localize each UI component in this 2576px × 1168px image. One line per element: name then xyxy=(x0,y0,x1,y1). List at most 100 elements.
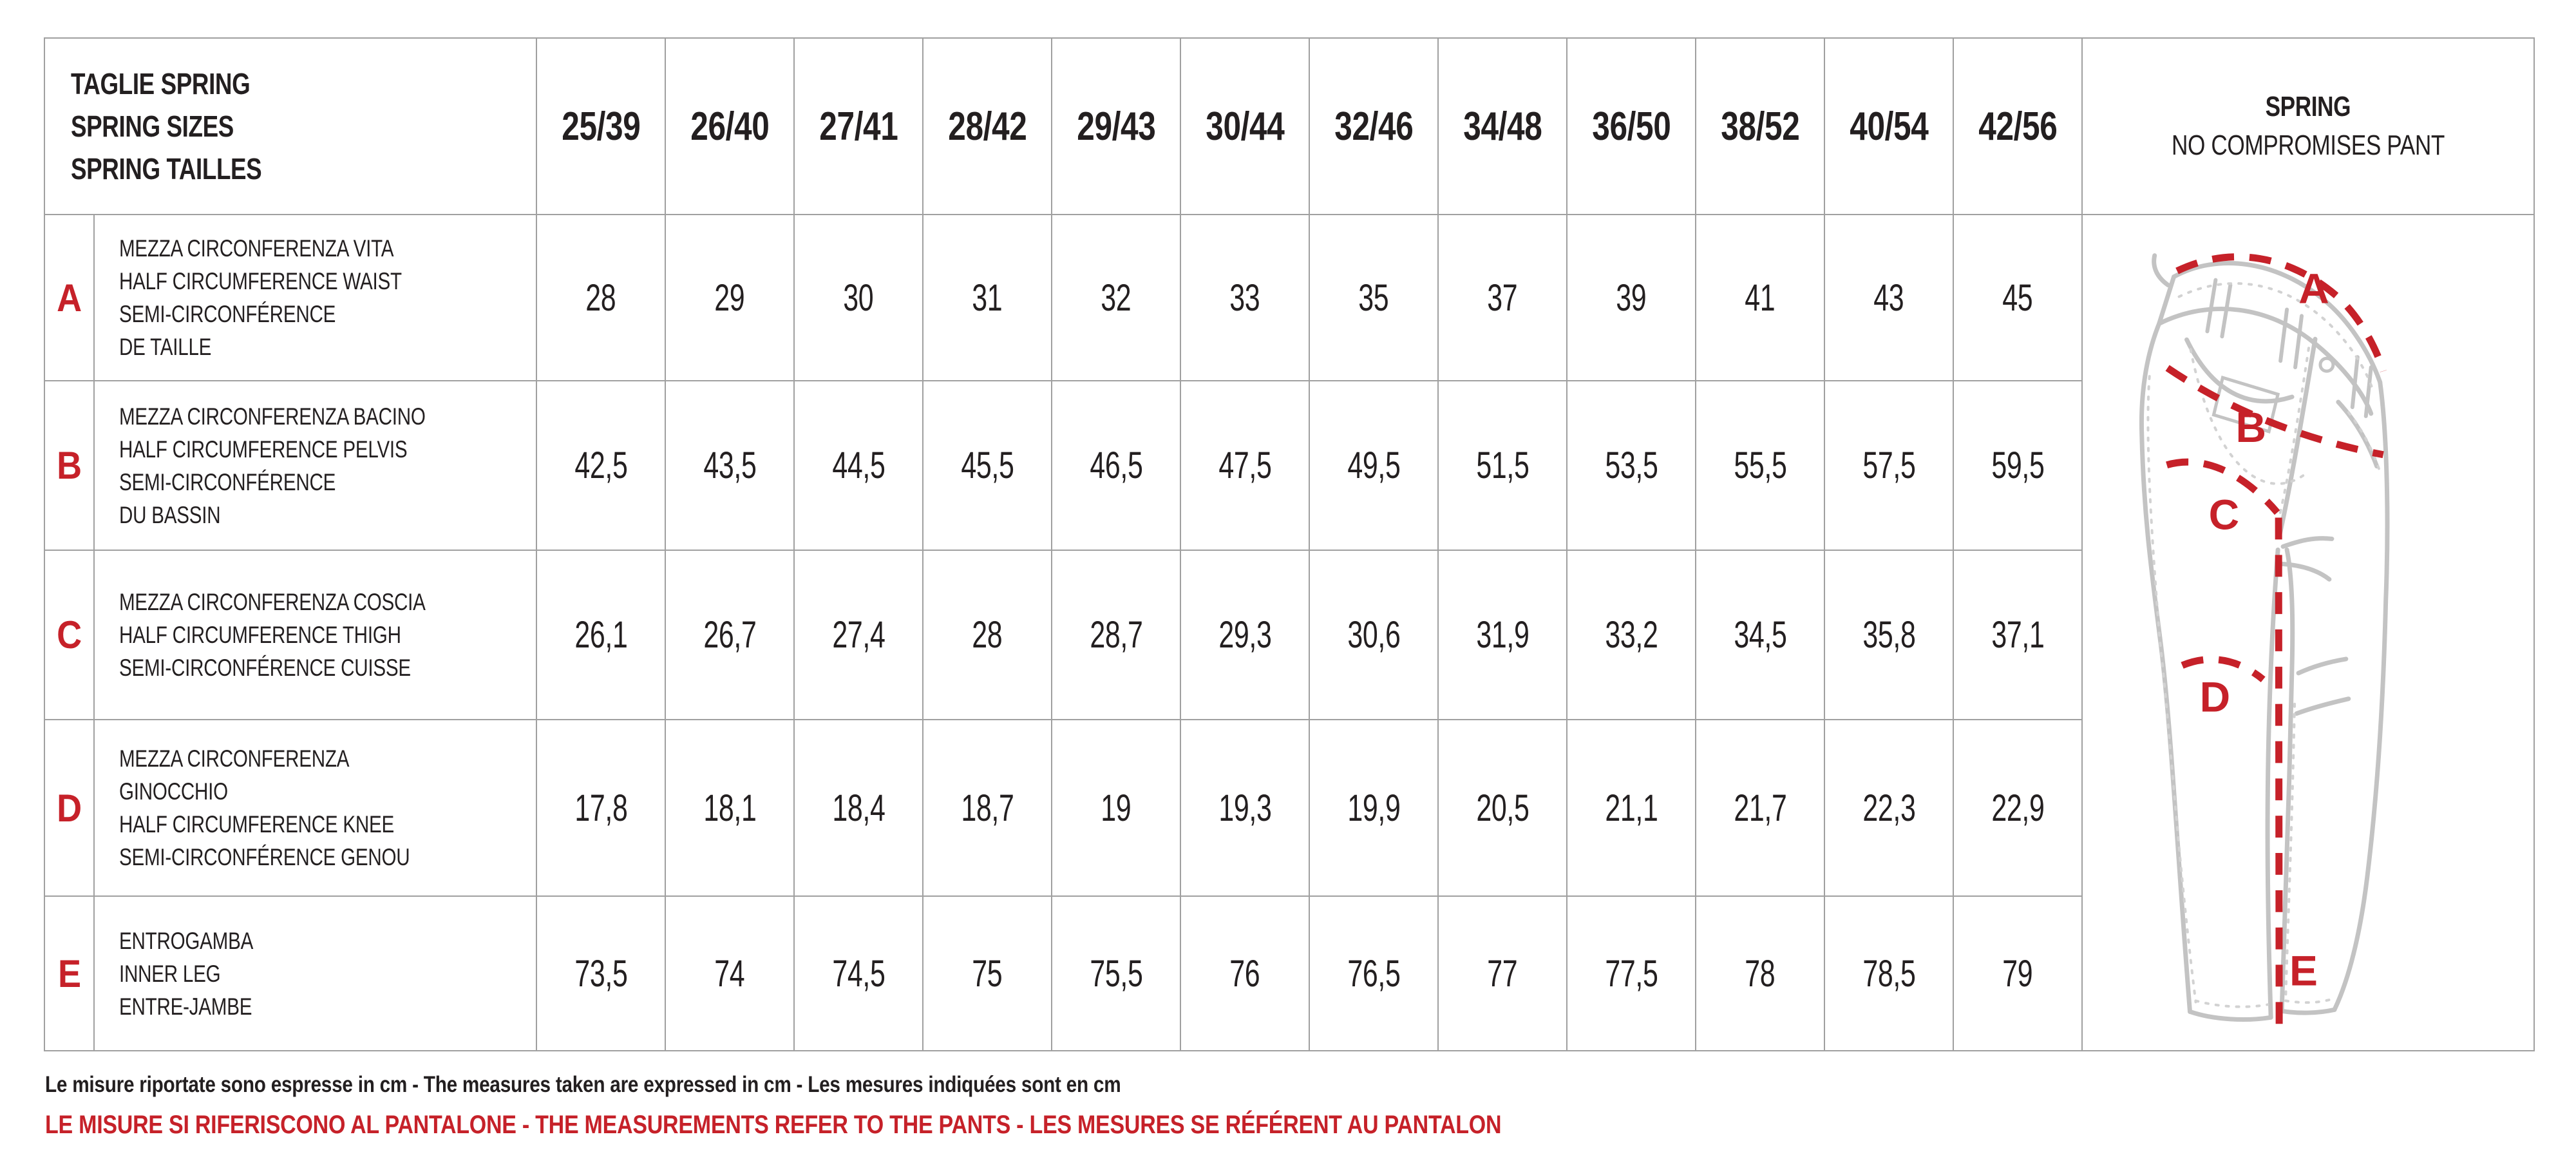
value-cell: 20,5 xyxy=(1439,720,1567,897)
belt-loops xyxy=(2205,278,2373,418)
measure-line-c xyxy=(2166,458,2280,515)
value-cell: 43 xyxy=(1825,215,1954,381)
value-cell: 41 xyxy=(1696,215,1825,381)
product-title-cell: SPRING NO COMPROMISES PANT xyxy=(2083,39,2535,215)
value-cell: 31,9 xyxy=(1439,551,1567,720)
value-cell: 77 xyxy=(1439,897,1567,1051)
value-cell: 75 xyxy=(923,897,1052,1051)
table-title-cell: TAGLIE SPRING SPRING SIZES SPRING TAILLE… xyxy=(45,39,537,215)
value-cell: 21,1 xyxy=(1567,720,1696,897)
value-cell: 78,5 xyxy=(1825,897,1954,1051)
value-cell: 47,5 xyxy=(1181,381,1310,551)
value-cell: 44,5 xyxy=(795,381,923,551)
value-cell: 29,3 xyxy=(1181,551,1310,720)
row-c-label: MEZZA CIRCONFERENZA COSCIA HALF CIRCUMFE… xyxy=(95,551,537,720)
diagram-label-a: A xyxy=(2298,264,2329,312)
button-detail xyxy=(2318,356,2335,373)
pants-diagram-cell: A B C D E xyxy=(2083,215,2535,1051)
value-cell: 49,5 xyxy=(1310,381,1439,551)
table-title-line: SPRING SIZES xyxy=(71,110,234,143)
row-c-letter: C xyxy=(45,551,95,720)
value-cell: 35 xyxy=(1310,215,1439,381)
value-cell: 21,7 xyxy=(1696,720,1825,897)
table-title-line: TAGLIE SPRING xyxy=(71,67,251,101)
row-d-letter: D xyxy=(45,720,95,897)
value-cell: 22,9 xyxy=(1954,720,2083,897)
value-cell: 22,3 xyxy=(1825,720,1954,897)
value-cell: 46,5 xyxy=(1052,381,1181,551)
value-cell: 76,5 xyxy=(1310,897,1439,1051)
measure-line-a xyxy=(2175,253,2387,372)
value-cell: 78 xyxy=(1696,897,1825,1051)
pants-diagram: A B C D E xyxy=(2139,253,2390,1031)
row-e-label: ENTROGAMBA INNER LEG ENTRE-JAMBE xyxy=(95,897,537,1051)
value-cell: 75,5 xyxy=(1052,897,1181,1051)
value-cell: 27,4 xyxy=(795,551,923,720)
value-cell: 28 xyxy=(537,215,666,381)
size-column-header: 34/48 xyxy=(1439,39,1567,215)
value-cell: 57,5 xyxy=(1825,381,1954,551)
value-cell: 73,5 xyxy=(537,897,666,1051)
row-a-letter: A xyxy=(45,215,95,381)
row-d-label: MEZZA CIRCONFERENZA GINOCCHIO HALF CIRCU… xyxy=(95,720,537,897)
value-cell: 79 xyxy=(1954,897,2083,1051)
value-cell: 17,8 xyxy=(537,720,666,897)
value-cell: 37 xyxy=(1439,215,1567,381)
value-cell: 18,7 xyxy=(923,720,1052,897)
row-b-label: MEZZA CIRCONFERENZA BACINO HALF CIRCUMFE… xyxy=(95,381,537,551)
value-cell: 43,5 xyxy=(666,381,795,551)
value-cell: 32 xyxy=(1052,215,1181,381)
value-cell: 76 xyxy=(1181,897,1310,1051)
size-column-header: 32/46 xyxy=(1310,39,1439,215)
value-cell: 37,1 xyxy=(1954,551,2083,720)
footnote-units: Le misure riportate sono espresse in cm … xyxy=(45,1072,1121,1097)
size-column-header: 36/50 xyxy=(1567,39,1696,215)
value-cell: 18,4 xyxy=(795,720,923,897)
diagram-label-b: B xyxy=(2235,403,2266,451)
value-cell: 31 xyxy=(923,215,1052,381)
value-cell: 26,7 xyxy=(666,551,795,720)
value-cell: 34,5 xyxy=(1696,551,1825,720)
size-column-header: 26/40 xyxy=(666,39,795,215)
measure-line-b xyxy=(2165,365,2384,459)
footnote-reference: LE MISURE SI RIFERISCONO AL PANTALONE - … xyxy=(45,1111,1502,1139)
value-cell: 33 xyxy=(1181,215,1310,381)
pants-outline xyxy=(2139,253,2390,1022)
value-cell: 30,6 xyxy=(1310,551,1439,720)
value-cell: 59,5 xyxy=(1954,381,2083,551)
value-cell: 19,9 xyxy=(1310,720,1439,897)
size-column-header: 27/41 xyxy=(795,39,923,215)
value-cell: 28 xyxy=(923,551,1052,720)
value-cell: 28,7 xyxy=(1052,551,1181,720)
size-column-header: 38/52 xyxy=(1696,39,1825,215)
diagram-label-d: D xyxy=(2200,673,2231,721)
value-cell: 45,5 xyxy=(923,381,1052,551)
measure-line-d xyxy=(2181,655,2266,683)
value-cell: 26,1 xyxy=(537,551,666,720)
value-cell: 33,2 xyxy=(1567,551,1696,720)
value-cell: 18,1 xyxy=(666,720,795,897)
product-subtitle: NO COMPROMISES PANT xyxy=(2172,129,2445,161)
diagram-label-c: C xyxy=(2209,490,2240,538)
value-cell: 39 xyxy=(1567,215,1696,381)
size-chart-table: TAGLIE SPRING SPRING SIZES SPRING TAILLE… xyxy=(44,37,2535,1051)
value-cell: 51,5 xyxy=(1439,381,1567,551)
value-cell: 53,5 xyxy=(1567,381,1696,551)
value-cell: 29 xyxy=(666,215,795,381)
row-b-letter: B xyxy=(45,381,95,551)
measure-line-e xyxy=(2275,517,2283,1031)
diagram-label-e: E xyxy=(2289,946,2318,994)
size-column-header: 25/39 xyxy=(537,39,666,215)
value-cell: 55,5 xyxy=(1696,381,1825,551)
row-e-letter: E xyxy=(45,897,95,1051)
size-column-header: 42/56 xyxy=(1954,39,2083,215)
row-a-label: MEZZA CIRCONFERENZA VITA HALF CIRCUMFERE… xyxy=(95,215,537,381)
value-cell: 77,5 xyxy=(1567,897,1696,1051)
value-cell: 74 xyxy=(666,897,795,1051)
value-cell: 19 xyxy=(1052,720,1181,897)
value-cell: 30 xyxy=(795,215,923,381)
value-cell: 42,5 xyxy=(537,381,666,551)
value-cell: 19,3 xyxy=(1181,720,1310,897)
size-column-header: 30/44 xyxy=(1181,39,1310,215)
size-column-header: 29/43 xyxy=(1052,39,1181,215)
